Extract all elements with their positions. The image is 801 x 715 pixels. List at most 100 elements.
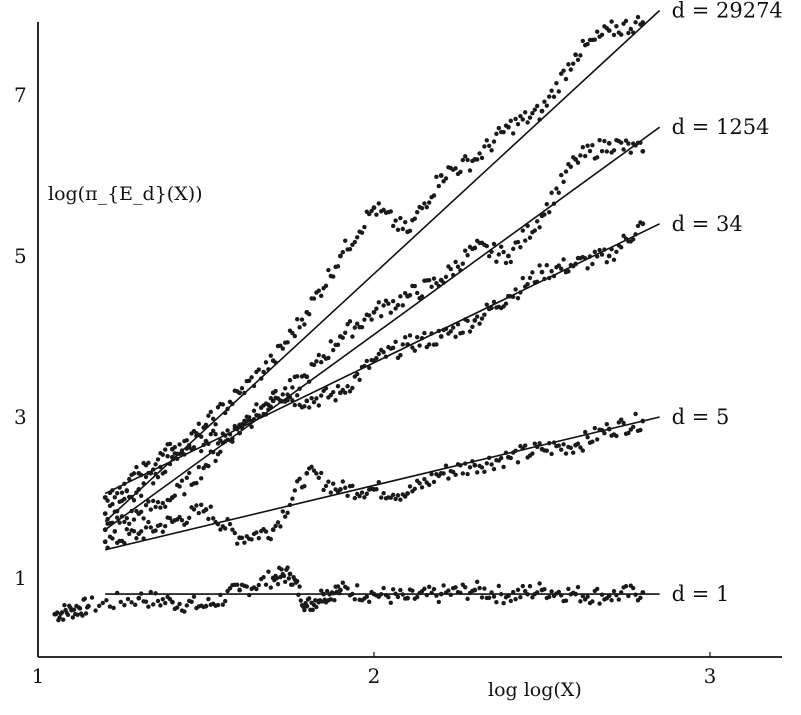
data-point (319, 359, 324, 365)
data-point (129, 508, 134, 514)
data-point (438, 591, 444, 597)
data-point (640, 148, 646, 154)
data-point (609, 246, 614, 252)
data-point (75, 612, 80, 618)
data-point (422, 476, 427, 482)
data-point (431, 586, 437, 592)
data-point (583, 153, 588, 159)
data-point (215, 405, 221, 410)
data-point (206, 413, 211, 418)
data-point (580, 448, 585, 453)
data-point (338, 253, 343, 259)
data-point (578, 153, 583, 158)
data-point (419, 335, 425, 341)
data-point (179, 518, 185, 523)
data-point (175, 605, 180, 610)
data-point (131, 528, 137, 534)
data-point (110, 520, 115, 526)
data-point (455, 322, 461, 327)
data-point (134, 464, 139, 470)
data-point (614, 592, 619, 598)
data-point (290, 582, 295, 587)
data-point (465, 253, 470, 258)
data-point (139, 591, 144, 596)
data-point (314, 396, 319, 401)
data-point (143, 599, 149, 604)
data-point (343, 485, 348, 490)
data-point (482, 144, 487, 149)
y-tick-label: 3 (14, 405, 27, 429)
data-point (597, 137, 602, 143)
data-point (419, 294, 425, 299)
data-point (465, 157, 470, 163)
data-point (350, 483, 355, 488)
data-point (602, 431, 607, 436)
data-point (568, 164, 573, 170)
data-point (70, 615, 76, 620)
data-point (355, 321, 360, 326)
data-point (254, 530, 259, 535)
data-point (338, 587, 343, 593)
data-point (239, 425, 245, 431)
fit-line (104, 223, 660, 495)
data-point (614, 24, 619, 29)
data-point (535, 103, 540, 109)
data-point (520, 117, 525, 122)
data-point (359, 230, 365, 235)
data-point (599, 592, 605, 597)
data-point (477, 321, 482, 326)
data-point (172, 444, 177, 450)
data-point (484, 461, 489, 466)
data-point (230, 527, 235, 532)
data-point (530, 111, 535, 116)
data-point (309, 395, 314, 401)
data-point (443, 463, 449, 468)
data-point (623, 138, 629, 143)
data-point (410, 588, 415, 593)
data-point (422, 330, 427, 336)
data-point (398, 215, 403, 221)
data-point (580, 38, 585, 44)
data-point (595, 155, 600, 160)
data-point (355, 583, 360, 588)
data-point (104, 598, 109, 603)
data-point (419, 485, 425, 490)
data-point (100, 600, 106, 606)
data-point (523, 443, 528, 448)
data-point (316, 288, 321, 293)
data-point (127, 521, 132, 527)
data-point (506, 253, 511, 259)
data-point (160, 452, 165, 457)
data-point (275, 581, 281, 587)
data-point (542, 586, 547, 592)
data-point (530, 270, 535, 275)
data-point (535, 590, 540, 595)
data-point (270, 527, 276, 533)
data-point (623, 18, 629, 24)
data-point (105, 516, 110, 522)
data-point (302, 483, 307, 489)
data-point (268, 585, 273, 590)
data-point (131, 498, 137, 503)
data-point (429, 331, 434, 336)
data-point (328, 597, 333, 602)
data-point (326, 267, 331, 273)
data-point (580, 145, 585, 150)
data-point (585, 266, 590, 271)
data-point (412, 216, 417, 221)
data-point (482, 586, 487, 591)
data-point (631, 424, 636, 430)
data-point (561, 179, 566, 185)
data-point (568, 67, 573, 72)
data-point (374, 487, 379, 492)
data-point (398, 352, 403, 358)
data-point (554, 186, 559, 191)
data-point (532, 441, 537, 446)
data-point (506, 124, 511, 130)
fit-line (104, 126, 661, 531)
data-point (515, 121, 521, 127)
data-point (549, 88, 554, 93)
data-point (590, 439, 595, 444)
data-point (443, 274, 449, 280)
data-point (263, 360, 269, 365)
